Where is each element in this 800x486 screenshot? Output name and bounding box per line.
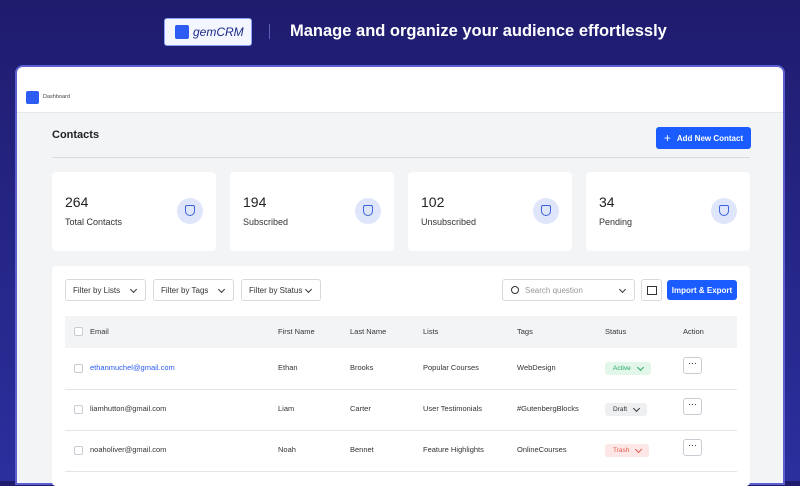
chevron xyxy=(636,363,644,372)
cell-text: Noah xyxy=(278,445,296,454)
cell-text: WebDesign xyxy=(517,363,556,372)
columns-icon xyxy=(647,286,657,295)
add-contact-button[interactable]: + Add New Contact xyxy=(656,127,751,149)
column-header: Email xyxy=(90,327,109,336)
cell-text: Popular Courses xyxy=(423,363,479,372)
table-header xyxy=(65,316,737,348)
stat-label: Subscribed xyxy=(243,217,289,227)
chevron xyxy=(633,404,641,413)
row-checkbox[interactable] xyxy=(74,364,83,373)
cell-text: Brooks xyxy=(350,363,374,372)
column-header: Status xyxy=(605,327,627,336)
email: noaholiver@gmail.com xyxy=(90,445,167,454)
stat-icon xyxy=(355,198,381,224)
button-label: Add New Contact xyxy=(676,133,744,143)
email: liamhutton@gmail.com xyxy=(90,404,167,413)
cell-text: Bennet xyxy=(350,445,374,454)
brand-logo: gemCRM xyxy=(164,18,252,46)
tagline: Manage and organize your audience effort… xyxy=(290,22,667,40)
row-separator xyxy=(65,471,737,472)
import-export-button[interactable]: Import & Export xyxy=(667,280,737,300)
columns-button[interactable] xyxy=(641,279,662,301)
stat-value: 264 xyxy=(65,194,89,210)
row-checkbox[interactable] xyxy=(74,446,83,455)
action-button[interactable]: ⋯ xyxy=(683,398,702,415)
column-header: Tags xyxy=(517,327,533,336)
stat-value: 102 xyxy=(421,194,445,210)
logo-icon xyxy=(175,25,189,39)
stat-value: 194 xyxy=(243,194,267,210)
stat-label: Total Contacts xyxy=(65,217,123,227)
row-separator xyxy=(65,430,737,431)
cell-text: Liam xyxy=(278,404,295,413)
email: ethanmuchel@gmail.com xyxy=(90,363,175,372)
stat-icon xyxy=(533,198,559,224)
button-label: Import & Export xyxy=(671,285,733,295)
stat-label: Unsubscribed xyxy=(421,217,477,227)
top-bar: Dashboard xyxy=(17,67,783,113)
column-header: First Name xyxy=(278,327,315,336)
row-checkbox[interactable] xyxy=(74,405,83,414)
page-title: Contacts xyxy=(52,129,100,141)
search-icon xyxy=(511,286,519,294)
cell-text: Carter xyxy=(350,404,371,413)
status-badge[interactable]: Active xyxy=(605,362,651,375)
stat-value: 34 xyxy=(599,194,615,210)
stat-icon xyxy=(711,198,737,224)
select-all-checkbox[interactable] xyxy=(74,327,83,336)
stat-label: Pending xyxy=(599,217,633,227)
breadcrumb[interactable]: Dashboard xyxy=(43,94,70,100)
search-placeholder: Search question xyxy=(525,285,583,295)
cell-text: Feature Highlights xyxy=(423,445,484,454)
cell-text: User Testimonials xyxy=(423,404,483,413)
column-header: Last Name xyxy=(350,327,387,336)
row-separator xyxy=(65,389,737,390)
brand-name: gemCRM xyxy=(193,25,244,39)
app-logo xyxy=(26,91,39,104)
filter-dropdown[interactable]: Filter by Status xyxy=(241,279,321,301)
filter-dropdown[interactable]: Filter by Lists xyxy=(65,279,146,301)
separator xyxy=(52,157,750,158)
column-header: Action xyxy=(683,327,704,336)
action-button[interactable]: ⋯ xyxy=(683,357,702,374)
chevron xyxy=(635,445,643,454)
cell-text: Ethan xyxy=(278,363,298,372)
search-input[interactable]: Search question xyxy=(502,279,635,301)
cell-text: OnlineCourses xyxy=(517,445,567,454)
status-badge[interactable]: Trash xyxy=(605,444,650,457)
action-button[interactable]: ⋯ xyxy=(683,439,702,456)
stat-icon xyxy=(177,198,203,224)
status-badge[interactable]: Draft xyxy=(605,403,648,416)
divider xyxy=(269,24,270,39)
cell-text: #GutenbergBlocks xyxy=(517,404,579,413)
filter-dropdown[interactable]: Filter by Tags xyxy=(153,279,234,301)
column-header: Lists xyxy=(423,327,439,336)
